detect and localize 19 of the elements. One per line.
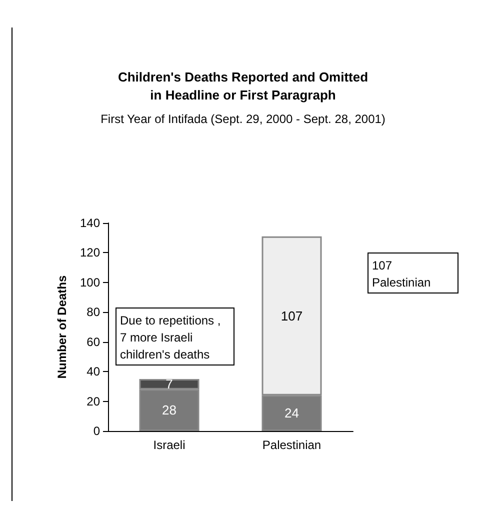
data-label: 7 bbox=[166, 376, 173, 392]
data-label: 24 bbox=[284, 406, 299, 421]
annotation: Due to repetitions , 7 more Israeli children's deaths bbox=[120, 314, 221, 362]
data-label: 28 bbox=[162, 402, 176, 418]
y-tick-label: 140 bbox=[80, 216, 100, 230]
data-label: 107 bbox=[280, 308, 303, 324]
y-tick-label: 80 bbox=[86, 305, 100, 320]
y-tick-label: 120 bbox=[80, 246, 100, 260]
y-axis-title: Number of Deaths bbox=[55, 275, 69, 379]
x-tick-label: Israeli bbox=[153, 438, 186, 452]
chart-title: Children's Deaths Reported and Omitted in Headline or First Paragraph bbox=[118, 70, 368, 102]
text: 107 Palestinian bbox=[372, 258, 431, 290]
chart-subtitle: First Year of Intifada (Sept. 29, 2000 - Sept. 28, 2001) bbox=[100, 112, 386, 126]
y-tick-label: 40 bbox=[86, 364, 100, 379]
y-tick-label: 0 bbox=[93, 424, 100, 438]
x-tick-label: Palestinian bbox=[262, 438, 322, 452]
y-tick-label: 100 bbox=[80, 275, 100, 290]
y-tick-label: 20 bbox=[86, 394, 100, 408]
y-tick-label: 60 bbox=[86, 334, 100, 349]
